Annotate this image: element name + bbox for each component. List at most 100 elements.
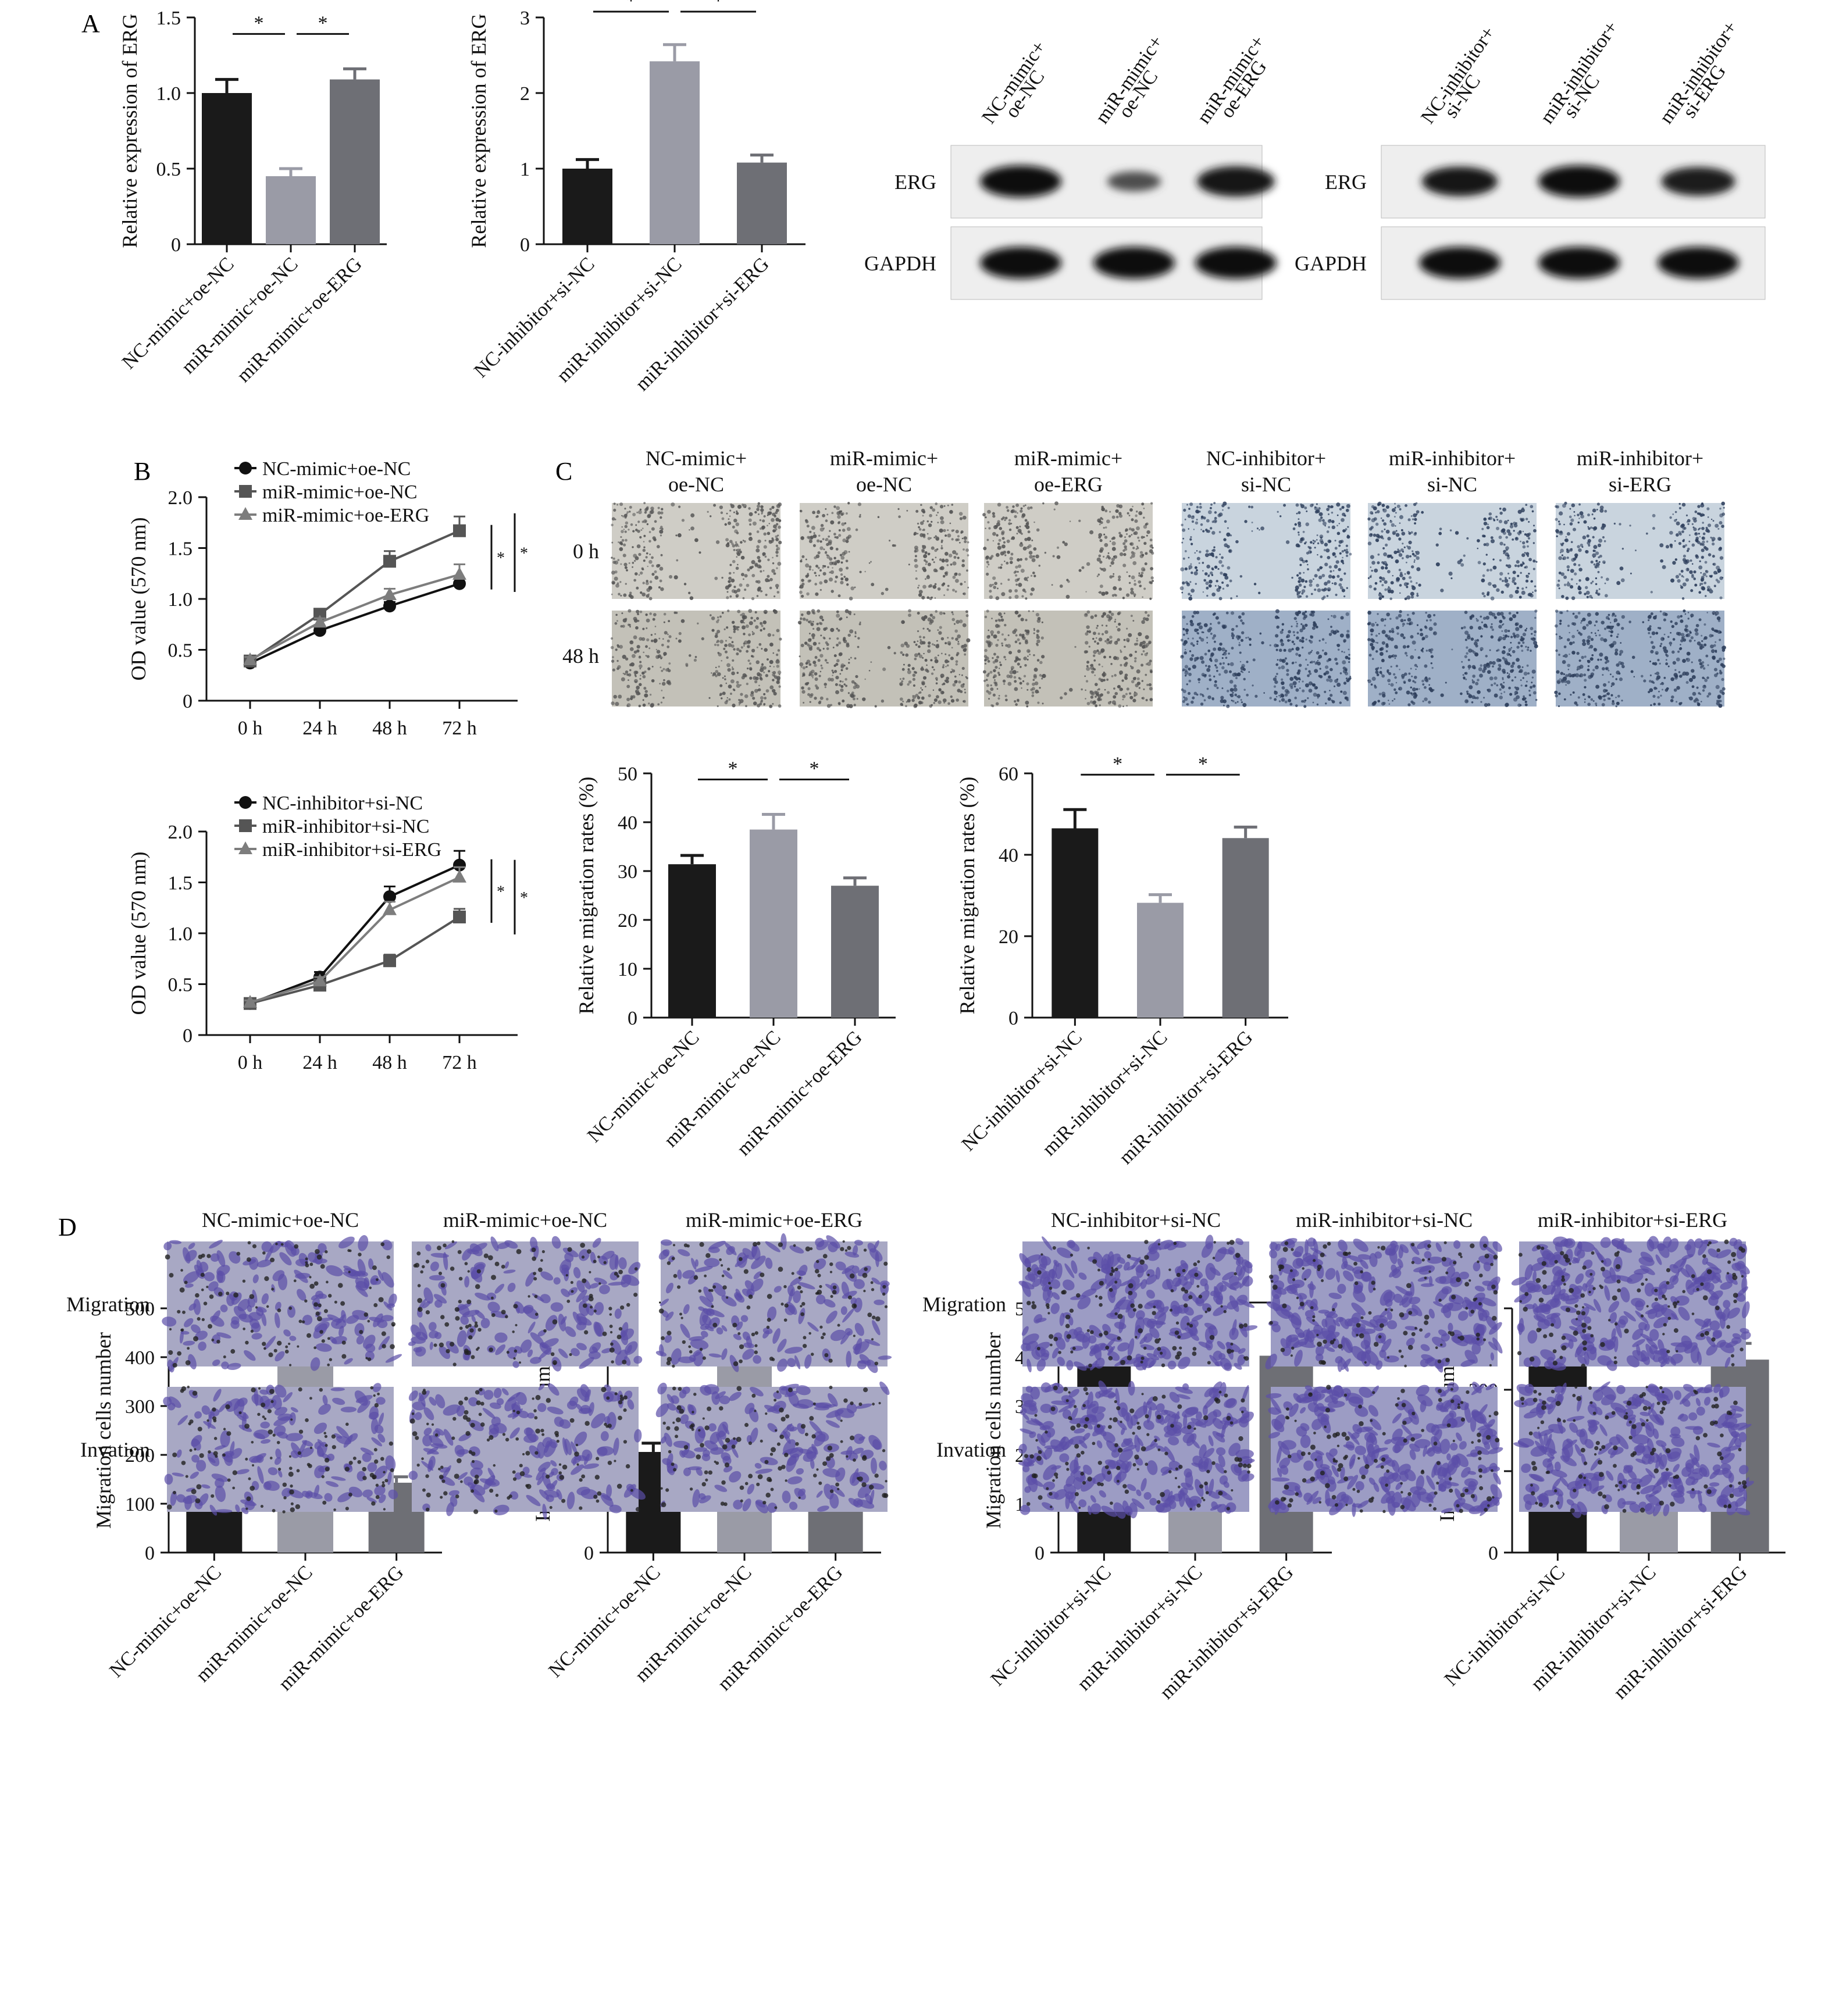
cell-dot	[728, 580, 731, 583]
cell-dot	[728, 518, 730, 520]
cell-dot	[840, 555, 845, 560]
cell-dot	[1414, 518, 1417, 521]
cell-dot	[1555, 694, 1558, 698]
cell-dot	[660, 511, 664, 515]
cell-dot	[1037, 701, 1040, 704]
cell-dot	[915, 509, 919, 513]
cell-dot	[1223, 538, 1227, 541]
cell-dot	[623, 529, 625, 530]
cell-dot	[1300, 504, 1305, 508]
cell-dot	[762, 552, 766, 556]
cell-dot	[1652, 527, 1656, 530]
cell-dot	[1324, 543, 1328, 547]
cell-dot	[1210, 503, 1213, 506]
cell-dot	[1480, 615, 1482, 618]
cell-dot	[733, 548, 736, 551]
cell-dot	[1416, 594, 1419, 597]
cell-dot	[1314, 669, 1318, 673]
cell-dot	[1211, 531, 1216, 535]
cell-dot	[1529, 694, 1531, 697]
cell-dot	[1574, 553, 1578, 558]
cell-dot	[1520, 572, 1522, 574]
x-tick-label: 72 h	[442, 718, 477, 739]
cell-dot	[1395, 616, 1399, 620]
cell-dot	[1530, 580, 1534, 583]
cell-dot	[939, 528, 943, 533]
y-tick-label: 60	[999, 763, 1018, 785]
cell-dot	[1214, 613, 1216, 615]
bar	[330, 79, 380, 244]
cell-dot	[901, 704, 904, 706]
cell-dot	[1330, 505, 1334, 509]
cell-dot	[769, 705, 772, 708]
cell-dot	[1502, 670, 1506, 675]
cell-dot	[1525, 586, 1527, 588]
cell-dot	[1573, 622, 1577, 626]
cell-dot	[1532, 542, 1535, 544]
cell-dot	[771, 569, 775, 573]
cell-dot	[1248, 505, 1251, 508]
cell-dot	[808, 644, 812, 649]
cell-dot	[1286, 673, 1289, 676]
cell-dot	[1097, 688, 1100, 691]
cell-dot	[1126, 571, 1128, 573]
cell-dot	[1554, 690, 1558, 694]
cell-dot	[757, 502, 761, 505]
cell-dot	[814, 663, 817, 667]
cell-dot	[992, 583, 995, 586]
cell-dot	[683, 583, 687, 586]
cell-dot	[1297, 669, 1301, 673]
cell-dot	[636, 645, 640, 649]
cell-dot	[1231, 627, 1235, 631]
cell-dot	[1522, 677, 1524, 679]
cell-dot	[1603, 638, 1608, 643]
cell-dot	[1513, 522, 1516, 525]
cell-dot	[1710, 518, 1713, 520]
cell-dot	[914, 555, 917, 558]
cell-dot	[614, 622, 618, 625]
cell-dot	[918, 593, 922, 597]
cell-dot	[1566, 550, 1570, 554]
cell-dot	[1096, 689, 1099, 691]
cell-dot	[1385, 566, 1388, 570]
cell-dot	[776, 547, 780, 551]
cell-dot	[951, 613, 954, 616]
cell-dot	[724, 523, 728, 526]
cell-dot	[1339, 508, 1342, 511]
cell-dot	[1681, 530, 1684, 533]
cell-dot	[1335, 560, 1339, 564]
cell-dot	[1394, 676, 1397, 679]
cell-dot	[729, 509, 732, 512]
cell-dot	[1681, 575, 1684, 577]
cell-dot	[1342, 691, 1347, 695]
cell-dot	[659, 527, 661, 529]
cell-dot	[1238, 642, 1241, 644]
cell-dot	[1102, 633, 1104, 636]
cell-dot	[1274, 643, 1278, 648]
cell-dot	[1118, 575, 1121, 579]
cell-dot	[1095, 637, 1097, 639]
cell-dot	[930, 537, 932, 539]
cell-dot	[1318, 518, 1322, 522]
cell-dot	[752, 697, 755, 700]
cell-dot	[1111, 700, 1116, 705]
cell-dot	[1104, 630, 1109, 634]
cell-dot	[1143, 516, 1145, 519]
cell-dot	[1008, 589, 1013, 593]
cell-dot	[944, 534, 947, 537]
cell-dot	[1590, 560, 1594, 564]
cell-dot	[1004, 623, 1007, 627]
cell-dot	[1371, 676, 1376, 681]
cell-dot	[1685, 629, 1689, 633]
cell-dot	[1003, 551, 1006, 554]
cell-dot	[1385, 650, 1388, 652]
cell-dot	[1328, 633, 1332, 636]
cell-dot	[1629, 524, 1631, 527]
cell-dot	[1479, 673, 1483, 678]
cell-dot	[1327, 618, 1330, 620]
cell-dot	[1516, 587, 1520, 590]
cell-dot	[1389, 618, 1392, 620]
bar	[1052, 828, 1099, 1018]
cell-dot	[1588, 640, 1591, 643]
cell-dot	[1314, 506, 1316, 508]
